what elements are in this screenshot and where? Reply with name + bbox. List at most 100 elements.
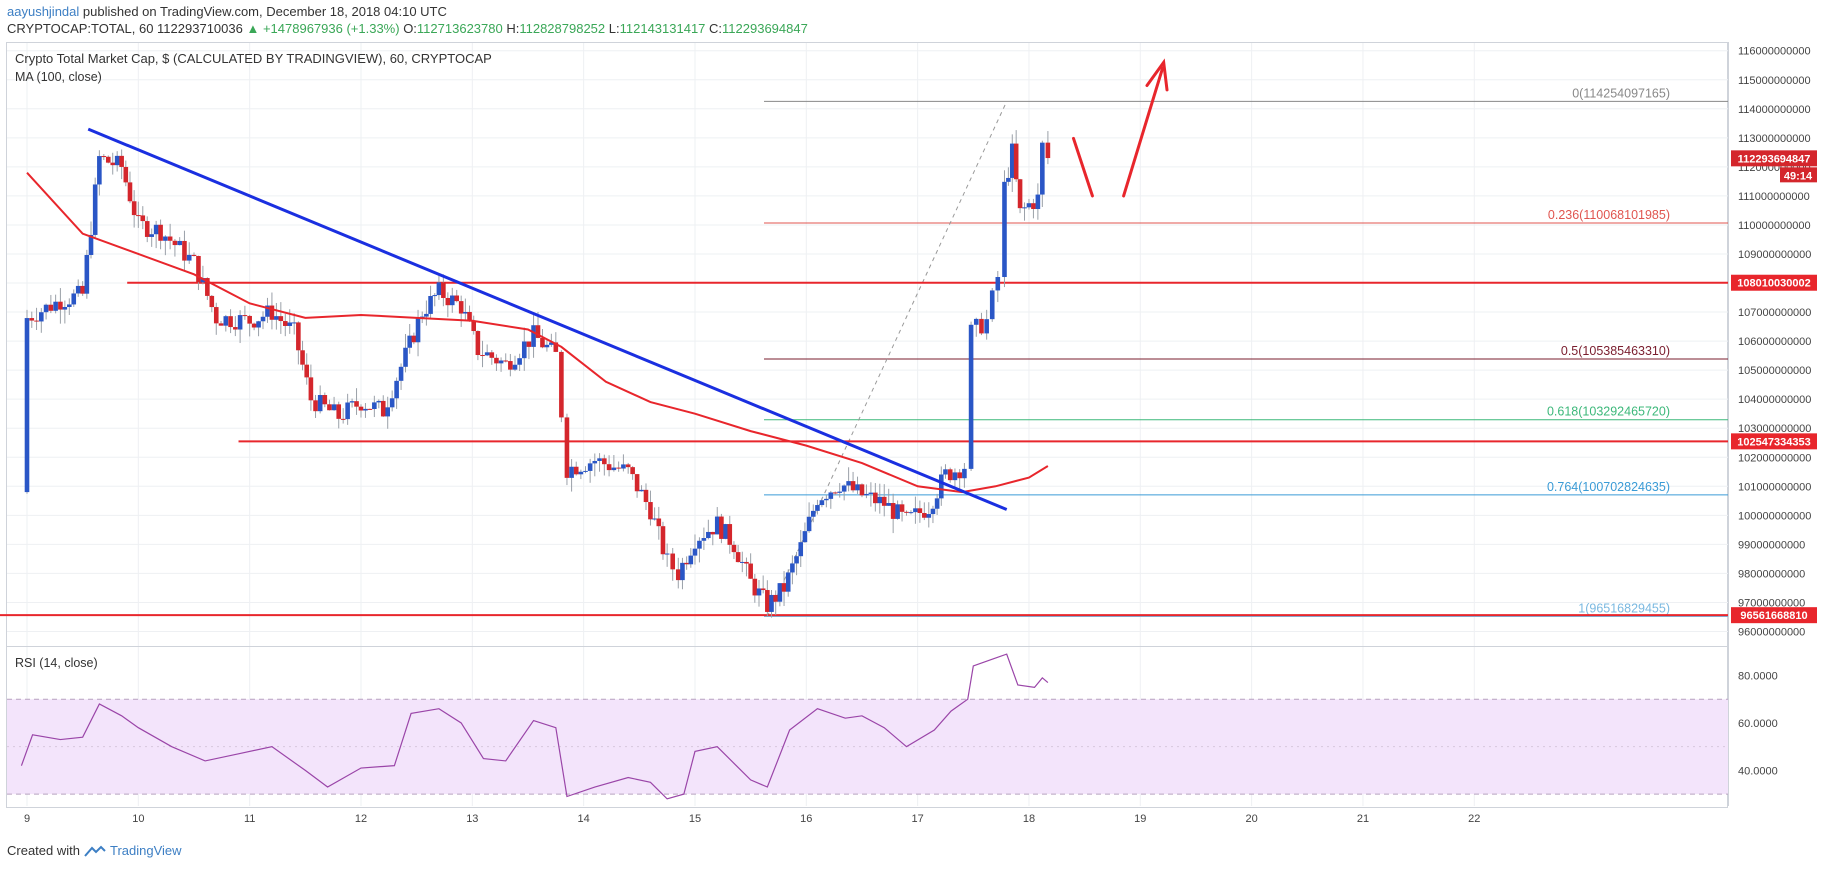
low-label: L: [608,21,620,36]
candle-body [602,458,607,465]
candle-body [149,234,154,237]
candle-body [553,342,559,352]
candle-body [278,316,284,322]
ma100-line [26,171,1049,494]
candle-body [544,344,550,348]
tradingview-brand[interactable]: TradingView [109,843,182,858]
candle-body [810,510,816,517]
candle-body [634,474,640,492]
high-label: H: [506,21,520,36]
candle-body [756,588,762,596]
candle-body [744,561,749,564]
candle-body [123,166,129,183]
candle-body [606,464,612,471]
candle-body [1022,207,1027,209]
countdown-tag [1780,167,1817,183]
candle-body [114,155,120,166]
candle-body [727,524,733,545]
chart-frame [6,42,1728,808]
candle-body [153,224,159,235]
time-axis-label: 9 [24,813,30,825]
candle-body [424,313,429,317]
candle-body [508,361,513,370]
fib-trend-dashed-line [766,101,1008,617]
candle-body [1017,179,1023,209]
candle-body [968,324,974,469]
candle-body [930,508,936,515]
candle-body [769,594,774,612]
candle-body [752,578,758,596]
candle-body [67,304,72,307]
candle-body [200,278,206,283]
candle-body [569,466,574,478]
candle-body [136,215,141,217]
candle-body [182,240,187,261]
candle-body [573,466,579,475]
candle-body [336,404,342,419]
publish-info: aayushjindal published on TradingView.co… [7,4,447,19]
candle-body [841,485,847,492]
low-value: 112143131417 [619,21,706,36]
rsi-axis-label: 40.0000 [1738,765,1778,777]
candle-body [664,553,670,555]
symbol-name: CRYPTOCAP:TOTAL, 60 [7,21,154,36]
candle-body [688,555,694,565]
candle-body [868,492,874,494]
candle-body [706,531,711,539]
candle-body [802,531,808,543]
candle-body [331,404,337,411]
candle-body [1009,143,1015,178]
price-axis-label: 113000000000 [1738,133,1811,145]
time-axis-label: 17 [912,813,924,825]
arrow-head-icon [1145,58,1169,92]
candle-body [917,508,923,514]
candle-body [535,325,541,338]
candle-body [363,408,368,411]
candle-body [731,544,737,553]
candle-body [648,502,653,520]
price-change: ▲ +1478967936 (+1.33%) [246,21,400,36]
time-axis-label: 21 [1357,813,1369,825]
price-axis-label: 99000000000 [1738,539,1805,551]
rsi-axis-label: 80.0000 [1738,670,1778,682]
candle-body [908,512,914,514]
level-price-tag-text: 96561668810 [1740,610,1807,622]
candle-body [265,305,270,317]
candle-body [1002,181,1007,278]
author-link[interactable]: aayushjindal [7,4,80,19]
candle-body [358,406,364,411]
candle-body [389,398,395,408]
symbol-quote: CRYPTOCAP:TOTAL, 60 112293710036 ▲ +1478… [7,21,808,36]
level-price-tag [1731,433,1817,450]
candle-body [748,563,753,579]
candle-body [172,240,178,246]
candle-body [890,503,896,519]
candle-body [656,518,662,527]
level-price-tag-text: 102547334353 [1737,436,1810,448]
candle-body [251,323,257,328]
candle-body [367,408,373,410]
candle-body [832,492,838,494]
projection-arrows [1072,58,1169,198]
candle-body [88,234,94,255]
last-price: 112293710036 [157,21,243,36]
candle-body [625,464,631,468]
candle-body [376,400,382,403]
price-axis-label: 114000000000 [1738,104,1811,116]
candle-body [1006,177,1011,182]
candle-body [489,352,495,358]
price-axis-label: 96000000000 [1738,626,1805,638]
candle-body [372,402,377,410]
candle-body [411,335,417,343]
candle-body [163,236,168,241]
price-axis-label: 111000000000 [1738,191,1810,203]
publish-header: aayushjindal published on TradingView.co… [0,0,1828,40]
time-axis-label: 22 [1468,813,1480,825]
rsi-legend: RSI (14, close) [15,656,98,670]
candle-body [1026,203,1032,208]
candle-body [1013,143,1019,180]
candle-body [308,377,314,401]
candle-body [228,316,233,328]
candle-body [979,318,984,334]
